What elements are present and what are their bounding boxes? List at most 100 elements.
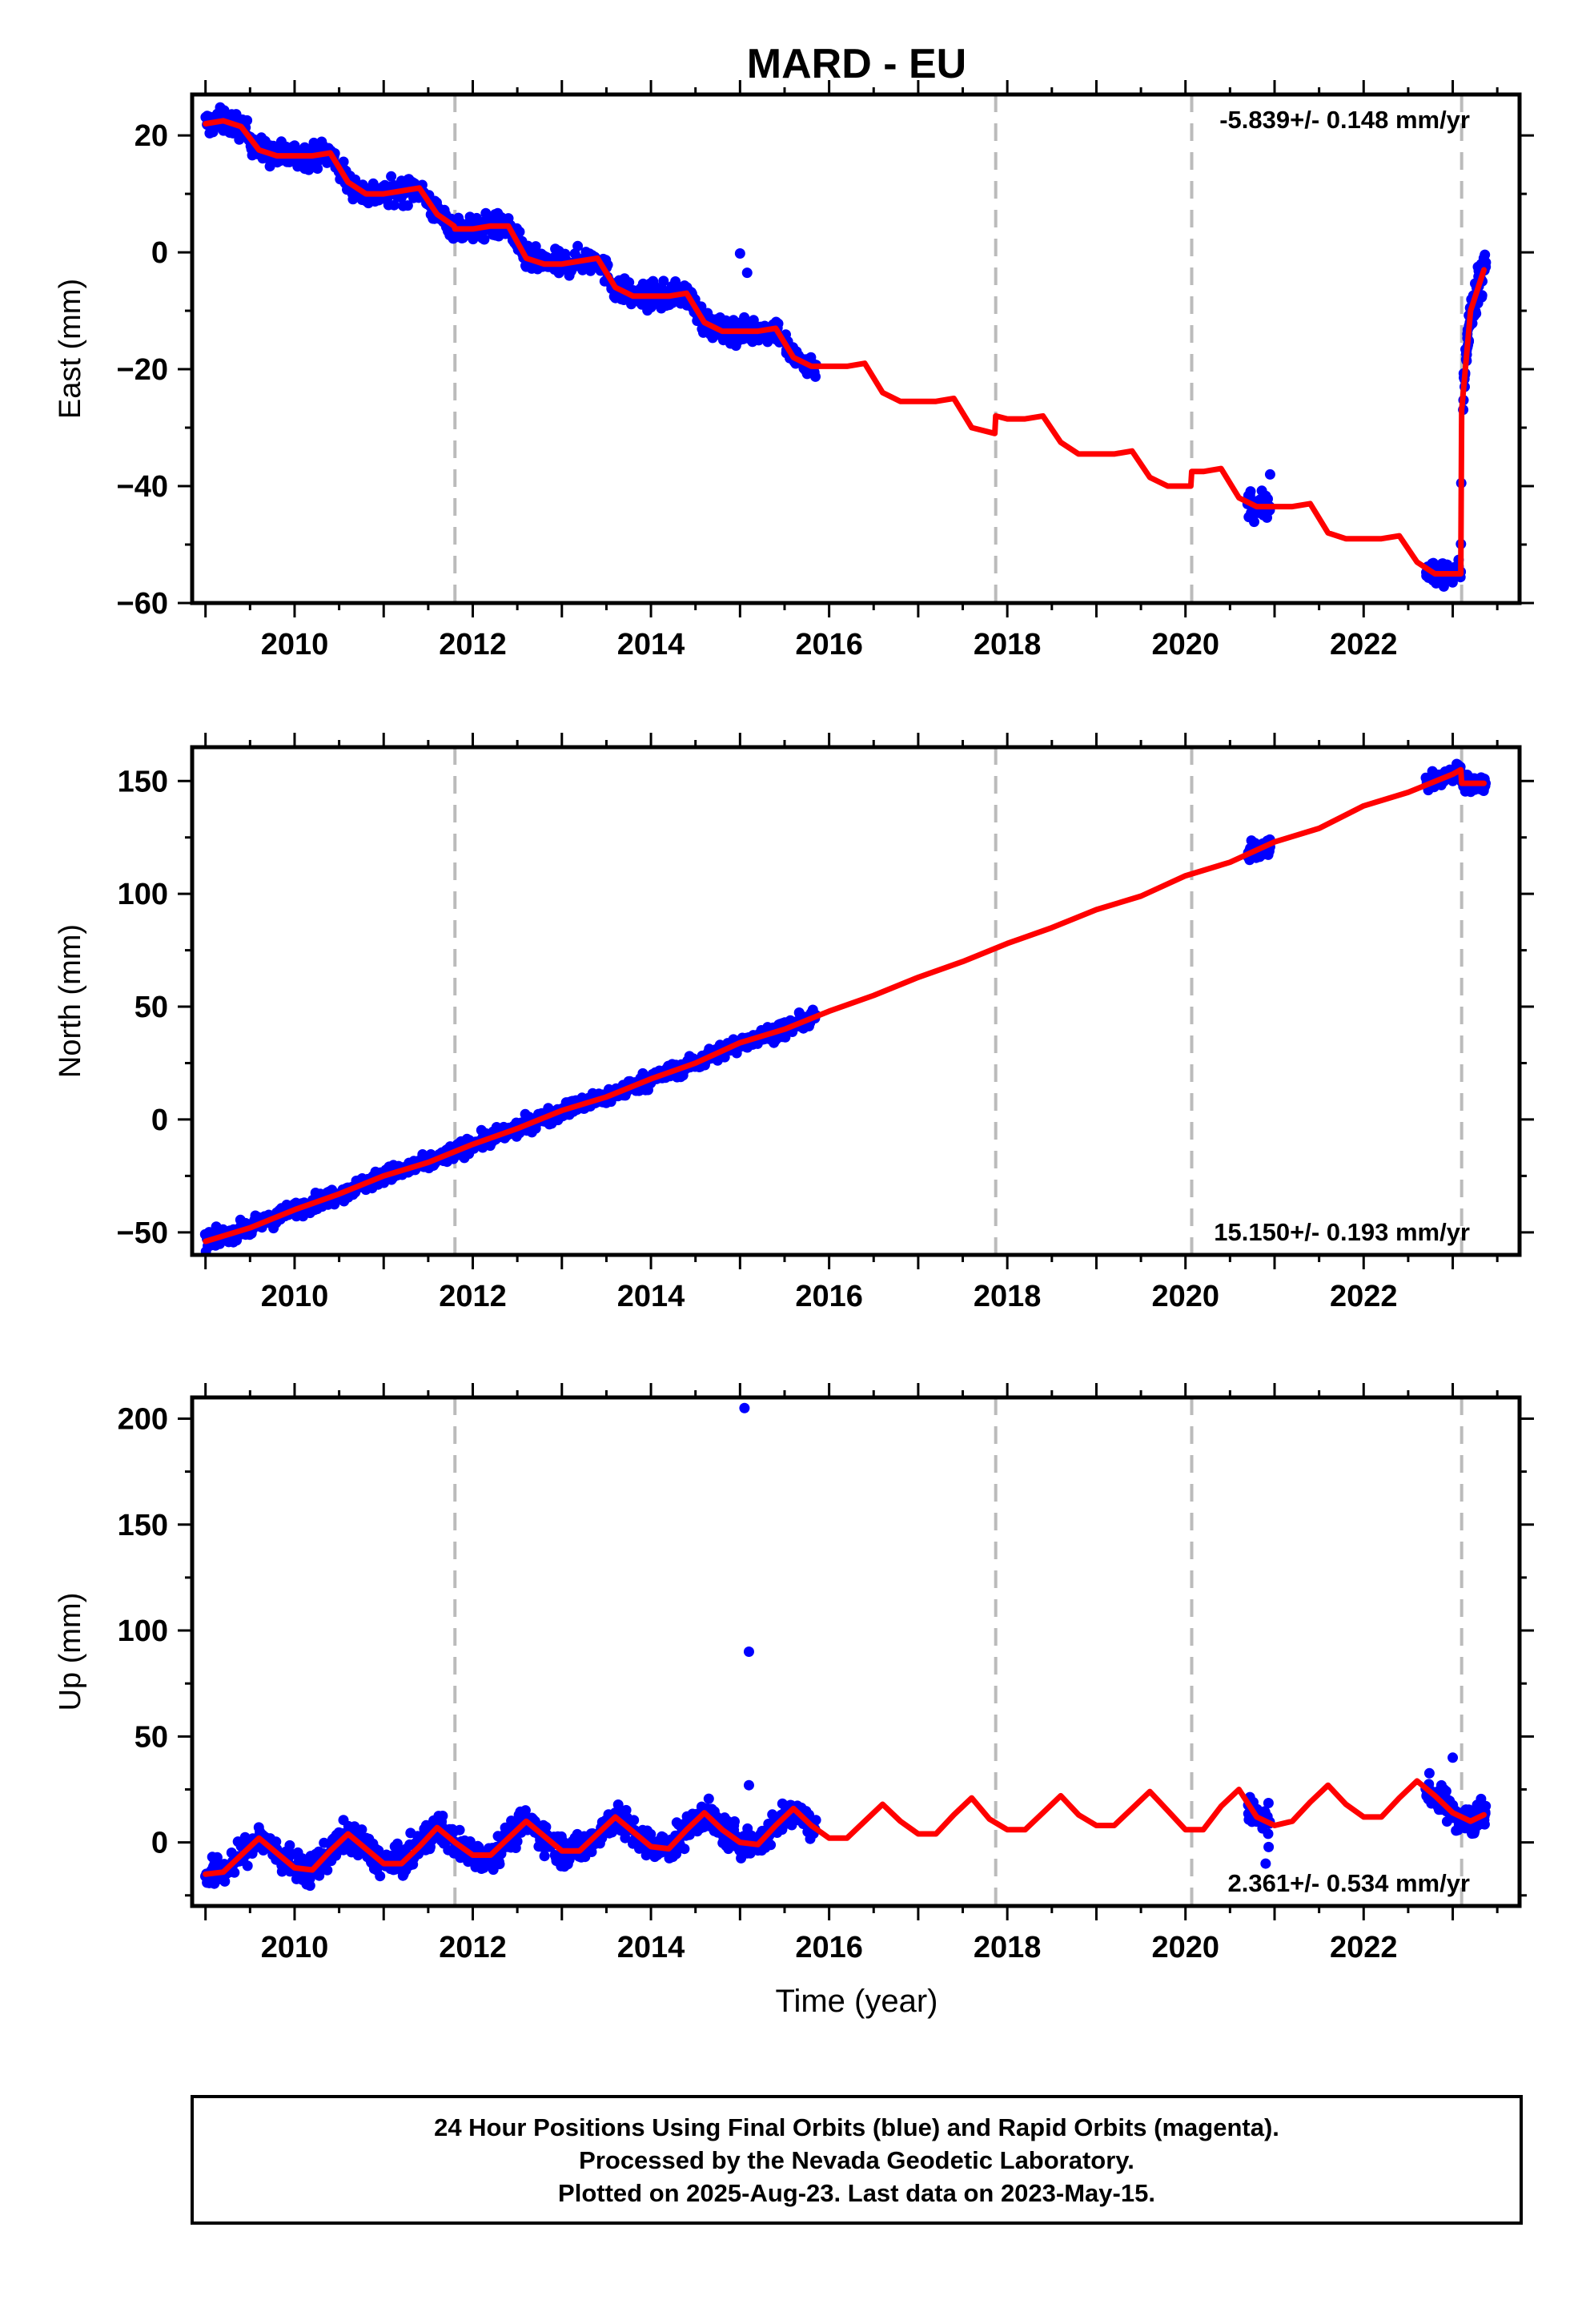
east-x-tick-label: 2012 — [439, 628, 507, 661]
up-y-tick-label: 200 — [118, 1402, 168, 1436]
east-y-tick-label: −60 — [117, 587, 168, 621]
east-outlier-point-2 — [1264, 468, 1275, 480]
up-x-tick-label: 2010 — [261, 1931, 329, 1964]
up-x-tick-label: 2020 — [1151, 1931, 1219, 1964]
north-x-tick-label: 2022 — [1330, 1280, 1398, 1313]
up-data-point — [375, 1871, 386, 1882]
east-data-point — [1476, 290, 1488, 301]
up-data-point — [1440, 1786, 1452, 1797]
up-data-point — [211, 1852, 223, 1863]
north-frame — [190, 745, 1522, 1257]
east-data-point — [810, 371, 821, 382]
caption-box: 24 Hour Positions Using Final Orbits (bl… — [191, 2095, 1523, 2225]
east-panel: 2010 2012 2014 2016 2018 2020 2022 −60 −40 −20 0 20… — [54, 80, 1534, 661]
east-data-point — [1263, 493, 1273, 505]
east-data-point — [1480, 249, 1491, 260]
east-data-point — [1471, 308, 1482, 319]
east-outlier-point-1 — [741, 267, 753, 279]
caption-frame — [191, 2095, 1523, 2225]
up-data-point — [242, 1860, 253, 1872]
up-data-point — [391, 1838, 403, 1849]
east-rate-label: -5.839+/- 0.148 mm/yr — [1219, 106, 1470, 134]
up-data-point — [229, 1867, 240, 1878]
east-data-point — [1245, 486, 1256, 497]
up-frame — [190, 1395, 1522, 1908]
north-rate-label: 15.150+/- 0.193 mm/yr — [1214, 1218, 1470, 1246]
east-x-tick-label: 2018 — [974, 628, 1042, 661]
up-data-point — [612, 1799, 624, 1810]
north-y-tick-label: 50 — [135, 991, 168, 1024]
up-outlier-point-0 — [739, 1402, 750, 1413]
x-axis-label: Time (year) — [776, 1984, 938, 2019]
figure-title: MARD - EU — [747, 41, 966, 87]
up-data-point — [679, 1844, 690, 1855]
east-model-line — [203, 118, 1487, 577]
east-data-point — [514, 227, 525, 237]
up-x-tick-label: 2014 — [617, 1931, 685, 1964]
north-y-tick-label: 100 — [118, 878, 168, 911]
up-data-point — [512, 1835, 523, 1847]
up-data-point — [464, 1836, 476, 1847]
east-data-point — [658, 275, 669, 287]
up-data-point — [1263, 1798, 1274, 1808]
up-y-axis-label: Up (mm) — [54, 1593, 87, 1711]
up-x-tick-label: 2016 — [795, 1931, 863, 1964]
up-data-point — [620, 1832, 631, 1844]
up-x-tick-label: 2018 — [974, 1931, 1042, 1964]
caption-line-2: Processed by the Nevada Geodetic Laborat… — [579, 2146, 1134, 2174]
up-data-point — [494, 1859, 505, 1870]
east-data-point — [479, 234, 490, 245]
north-y-tick-label: 0 — [151, 1104, 168, 1137]
east-outlier-point-0 — [734, 248, 745, 259]
east-x-tick-label: 2016 — [795, 628, 863, 661]
up-data-point — [703, 1793, 714, 1804]
north-y-tick-label: −50 — [117, 1216, 168, 1250]
up-data-point — [219, 1876, 231, 1887]
up-outlier-point-4 — [1260, 1858, 1271, 1869]
up-y-tick-label: 50 — [135, 1720, 168, 1754]
up-data-point — [284, 1839, 295, 1851]
up-data-point — [729, 1816, 740, 1827]
north-x-tick-label: 2018 — [974, 1280, 1042, 1313]
up-data-point — [640, 1850, 652, 1861]
up-data-point — [437, 1811, 448, 1821]
up-model-line — [203, 1778, 1487, 1877]
up-data-point — [765, 1839, 777, 1851]
up-data-point — [645, 1828, 656, 1839]
up-data-point — [1263, 1828, 1274, 1839]
north-y-tick-label: 150 — [118, 765, 168, 798]
up-y-tick-label: 0 — [151, 1827, 168, 1860]
east-y-tick-label: 20 — [135, 119, 168, 153]
east-data-point — [670, 276, 681, 287]
up-x-tick-label: 2022 — [1330, 1931, 1398, 1964]
east-data-point — [480, 207, 492, 219]
up-data-point — [1479, 1819, 1490, 1830]
up-data-point — [540, 1821, 552, 1832]
up-y-tick-label: 100 — [118, 1614, 168, 1648]
east-x-tick-label: 2022 — [1330, 628, 1398, 661]
east-x-tick-label: 2010 — [261, 628, 329, 661]
north-x-tick-label: 2016 — [795, 1280, 863, 1313]
east-y-axis-label: East (mm) — [54, 279, 87, 419]
east-data-point — [388, 199, 400, 211]
up-data-point — [586, 1847, 597, 1857]
east-data-point — [523, 240, 533, 251]
east-x-tick-label: 2020 — [1151, 628, 1219, 661]
east-frame — [190, 92, 1522, 605]
east-data-point — [386, 171, 397, 182]
up-data-point — [314, 1870, 325, 1881]
east-data-point — [530, 241, 541, 252]
up-data-point — [539, 1851, 550, 1862]
up-rate-label: 2.361+/- 0.534 mm/yr — [1228, 1869, 1470, 1897]
east-x-tick-label: 2014 — [617, 628, 685, 661]
caption-line-1: 24 Hour Positions Using Final Orbits (bl… — [434, 2113, 1279, 2141]
up-x-tick-label: 2012 — [439, 1931, 507, 1964]
east-data-points — [200, 102, 1492, 592]
up-data-point — [628, 1815, 640, 1826]
east-y-tick-label: −20 — [117, 353, 168, 387]
up-data-point — [1263, 1841, 1275, 1852]
up-outlier-point-3 — [1447, 1752, 1459, 1763]
north-y-axis-label: North (mm) — [54, 924, 87, 1078]
up-data-point — [810, 1815, 821, 1826]
east-y-tick-label: −40 — [117, 470, 168, 504]
